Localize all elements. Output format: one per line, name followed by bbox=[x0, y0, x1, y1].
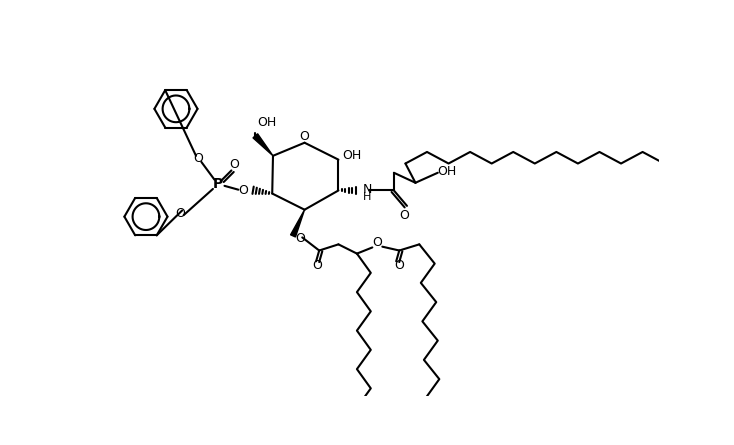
Text: N: N bbox=[363, 183, 372, 196]
Polygon shape bbox=[291, 210, 305, 237]
Text: O: O bbox=[400, 209, 410, 222]
Text: OH: OH bbox=[258, 116, 277, 129]
Text: O: O bbox=[230, 158, 239, 171]
Text: O: O bbox=[299, 130, 310, 143]
Text: O: O bbox=[295, 232, 305, 245]
Text: OH: OH bbox=[437, 165, 457, 178]
Text: O: O bbox=[238, 184, 248, 197]
Text: P: P bbox=[213, 177, 223, 191]
Text: O: O bbox=[193, 152, 203, 166]
Text: O: O bbox=[372, 236, 382, 249]
Text: O: O bbox=[394, 259, 404, 271]
Text: OH: OH bbox=[343, 149, 362, 162]
Text: O: O bbox=[175, 207, 185, 220]
Text: O: O bbox=[312, 259, 321, 271]
Polygon shape bbox=[253, 134, 273, 156]
Text: H: H bbox=[363, 192, 371, 202]
